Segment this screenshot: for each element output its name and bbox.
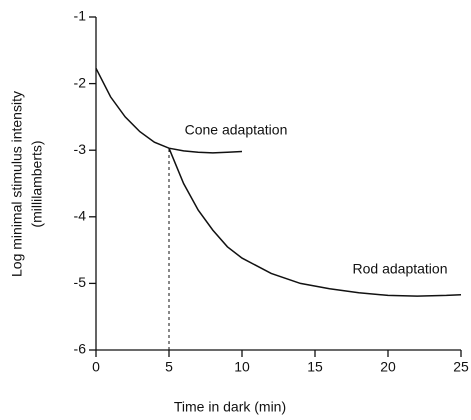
y-tick-label: -5: [74, 274, 87, 290]
x-tick-label: 10: [234, 359, 250, 375]
curve: [95, 67, 243, 154]
y-tick-label: -1: [74, 8, 87, 24]
curve: [168, 147, 462, 297]
x-axis-label: Time in dark (min): [174, 399, 286, 415]
x-tick-label: 25: [453, 359, 469, 375]
y-tick-label: -3: [74, 141, 87, 157]
x-tick-label: 20: [380, 359, 396, 375]
y-tick-label: -6: [74, 341, 87, 357]
y-tick-label: -4: [74, 208, 87, 224]
curve-label: Cone adaptation: [185, 122, 288, 138]
x-tick-label: 15: [307, 359, 323, 375]
x-tick-label: 0: [92, 359, 100, 375]
x-tick-label: 5: [165, 359, 173, 375]
y-axis-label: Log minimal stimulus intensity: [9, 91, 25, 277]
y-tick-label: -2: [74, 74, 87, 90]
y-axis-label: (millilamberts): [29, 140, 45, 227]
curve-label: Rod adaptation: [353, 261, 448, 277]
